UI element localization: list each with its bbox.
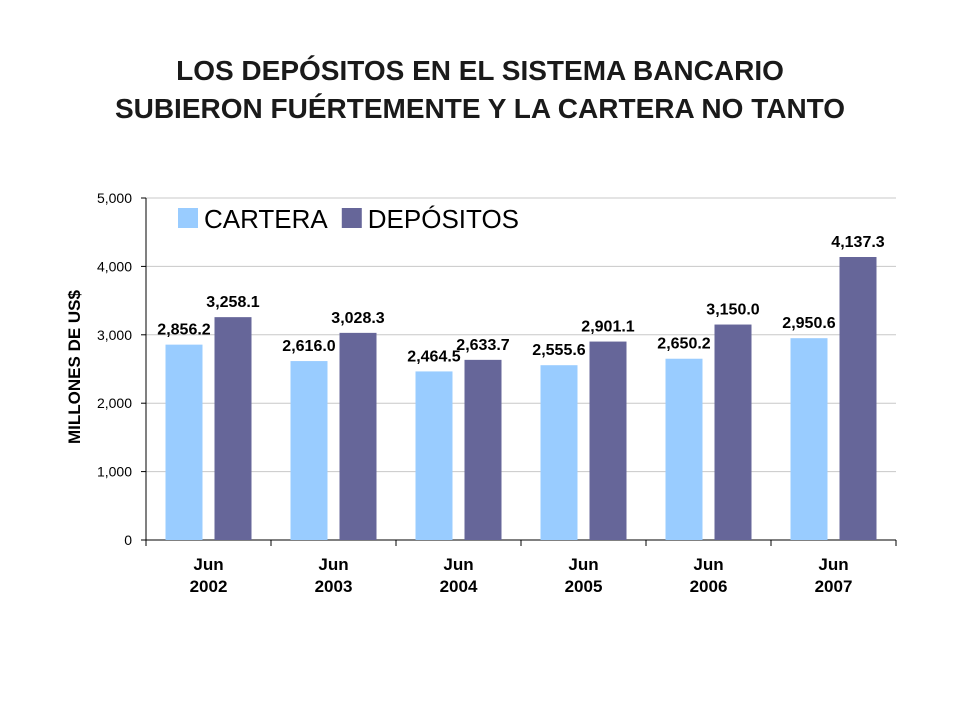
- data-label: 3,150.0: [706, 302, 759, 319]
- data-label: 2,856.2: [157, 322, 210, 339]
- bar-cartera-1: [290, 361, 328, 540]
- data-label: 2,555.6: [532, 342, 585, 359]
- legend-swatch: [178, 208, 198, 228]
- x-tick-label: Jun 2002: [190, 555, 228, 596]
- bar-cartera-4: [665, 358, 703, 540]
- data-label: 2,616.0: [282, 338, 335, 355]
- bar-dep-sitos-4: [714, 324, 752, 540]
- data-label: 3,028.3: [331, 310, 384, 327]
- bar-dep-sitos-3: [589, 341, 627, 540]
- y-tick-label: 3,000: [97, 327, 132, 343]
- y-tick-label: 0: [124, 532, 132, 548]
- y-tick-label: 4,000: [97, 258, 132, 274]
- title-line-2: SUBIERON FUÉRTEMENTE Y LA CARTERA NO TAN…: [114, 93, 846, 124]
- bar-cartera-3: [540, 365, 578, 540]
- legend-label: DEPÓSITOS: [368, 204, 519, 234]
- x-tick-label: Jun 2007: [815, 555, 853, 596]
- x-tick-label: Jun 2006: [690, 555, 728, 596]
- tick-labels: 0 1,000 2,000 3,000 4,000 5,000 Jun 2002 Jun 2003…: [97, 190, 852, 596]
- legend: CARTERA DEPÓSITOS: [178, 204, 519, 234]
- data-label: 3,258.1: [206, 294, 259, 311]
- bars: [165, 257, 877, 540]
- x-tick-label: Jun 2003: [315, 555, 353, 596]
- y-tick-label: 5,000: [97, 190, 132, 206]
- bar-dep-sitos-0: [214, 317, 252, 540]
- gridlines: [146, 197, 896, 473]
- data-label: 2,950.6: [782, 315, 835, 332]
- data-label: 4,137.3: [831, 234, 884, 251]
- x-tick-label: Jun 2005: [565, 555, 603, 596]
- bar-dep-sitos-1: [339, 332, 377, 540]
- chart-title: LOS DEPÓSITOS EN EL SISTEMA BANCARIO SUB…: [0, 52, 960, 128]
- bar-dep-sitos-5: [839, 257, 877, 540]
- bar-dep-sitos-2: [464, 359, 502, 540]
- bar-cartera-2: [415, 371, 453, 540]
- title-line-1: LOS DEPÓSITOS EN EL SISTEMA BANCARIO: [176, 55, 784, 86]
- bar-cartera-5: [790, 338, 828, 540]
- bar-cartera-0: [165, 344, 203, 540]
- data-label: 2,650.2: [657, 336, 710, 353]
- x-tick-label: Jun 2004: [440, 555, 478, 596]
- y-axis-label: MILLONES DE US$: [65, 289, 84, 444]
- legend-label: CARTERA: [204, 204, 328, 234]
- data-label: 2,901.1: [581, 319, 634, 336]
- axes: [141, 197, 897, 546]
- data-label: 2,633.7: [456, 337, 509, 354]
- y-tick-label: 2,000: [97, 395, 132, 411]
- data-labels: 2,856.2 3,258.1 2,616.0 3,028.3 2,464.52,633…: [157, 234, 884, 365]
- legend-swatch: [341, 208, 362, 228]
- y-tick-label: 1,000: [97, 464, 132, 480]
- data-label: 2,464.5: [407, 348, 460, 365]
